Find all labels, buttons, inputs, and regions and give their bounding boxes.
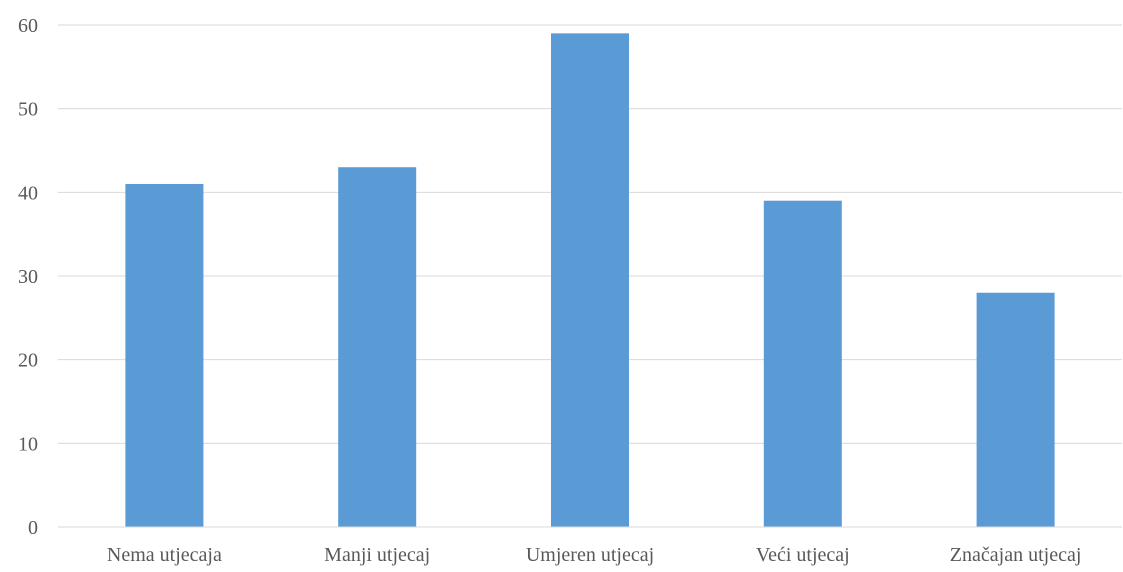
bar — [763, 200, 842, 527]
y-tick-label: 60 — [18, 15, 38, 37]
bar — [976, 292, 1055, 527]
y-tick-label: 30 — [18, 266, 38, 288]
x-tick-label: Nema utjecaja — [107, 544, 222, 566]
bar — [338, 167, 417, 527]
x-tick-label: Značajan utjecaj — [950, 544, 1082, 566]
y-tick-label: 20 — [18, 350, 38, 372]
x-tick-label: Manji utjecaj — [324, 544, 430, 566]
y-tick-label: 50 — [18, 99, 38, 121]
y-tick-label: 40 — [18, 182, 38, 204]
y-tick-label: 0 — [28, 517, 38, 539]
x-tick-label: Veći utjecaj — [756, 544, 850, 566]
bar — [125, 183, 204, 527]
x-tick-labels: Nema utjecaja Manji utjecaj Umjeren utjeca… — [107, 544, 1081, 566]
bars — [125, 33, 1055, 527]
bar — [551, 33, 629, 527]
y-tick-label: 10 — [18, 433, 38, 455]
y-tick-labels: 0 10 20 30 40 50 60 — [18, 15, 38, 539]
x-tick-label: Umjeren utjecaj — [526, 544, 654, 566]
